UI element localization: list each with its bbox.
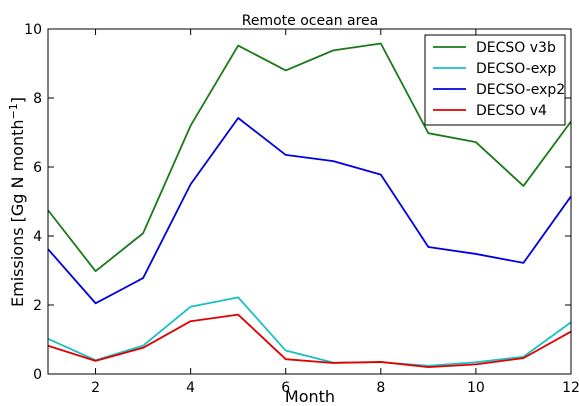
x-tick-label: 10: [467, 380, 485, 396]
series-line-1: [47, 296, 572, 367]
chart-title: Remote ocean area: [242, 13, 378, 29]
x-tick-label: 6: [281, 380, 290, 396]
legend: DECSO v3b DECSO-exp DECSO-exp2 DECSO v4: [424, 34, 566, 126]
series-line-2: [47, 117, 572, 305]
y-tick-label: 6: [33, 160, 42, 176]
x-tick-label: 12: [562, 380, 579, 396]
plot-frame: [47, 28, 572, 375]
y-axis-title-main: Emissions [Gg N month: [8, 119, 27, 306]
y-tick-label: 10: [24, 22, 42, 38]
y-tick-label: 2: [33, 298, 42, 314]
x-axis-ticks: 2 4 6 8 10 12: [91, 29, 579, 396]
x-tick-label: 4: [186, 380, 195, 396]
x-axis-title: Month: [285, 387, 335, 406]
y-tick-label: 4: [33, 229, 42, 245]
legend-label-1: DECSO-exp: [476, 61, 556, 77]
plot-lines: [47, 42, 572, 369]
x-tick-label: 2: [91, 380, 100, 396]
y-axis-ticks: 0 2 4 6 8 10: [24, 22, 571, 383]
legend-label-2: DECSO-exp2: [476, 82, 565, 98]
legend-label-3: DECSO v4: [476, 103, 547, 119]
legend-label-0: DECSO v3b: [476, 40, 556, 56]
y-axis-title: Emissions [Gg N month−1]: [7, 97, 27, 307]
x-tick-label: 8: [376, 380, 385, 396]
series-line-3: [47, 313, 572, 369]
y-tick-label: 8: [33, 91, 42, 107]
y-axis-title-superscript: −1: [7, 103, 20, 119]
y-tick-label: 0: [33, 367, 42, 383]
y-axis-title-suffix: ]: [8, 97, 27, 103]
series-line-0: [47, 42, 572, 273]
